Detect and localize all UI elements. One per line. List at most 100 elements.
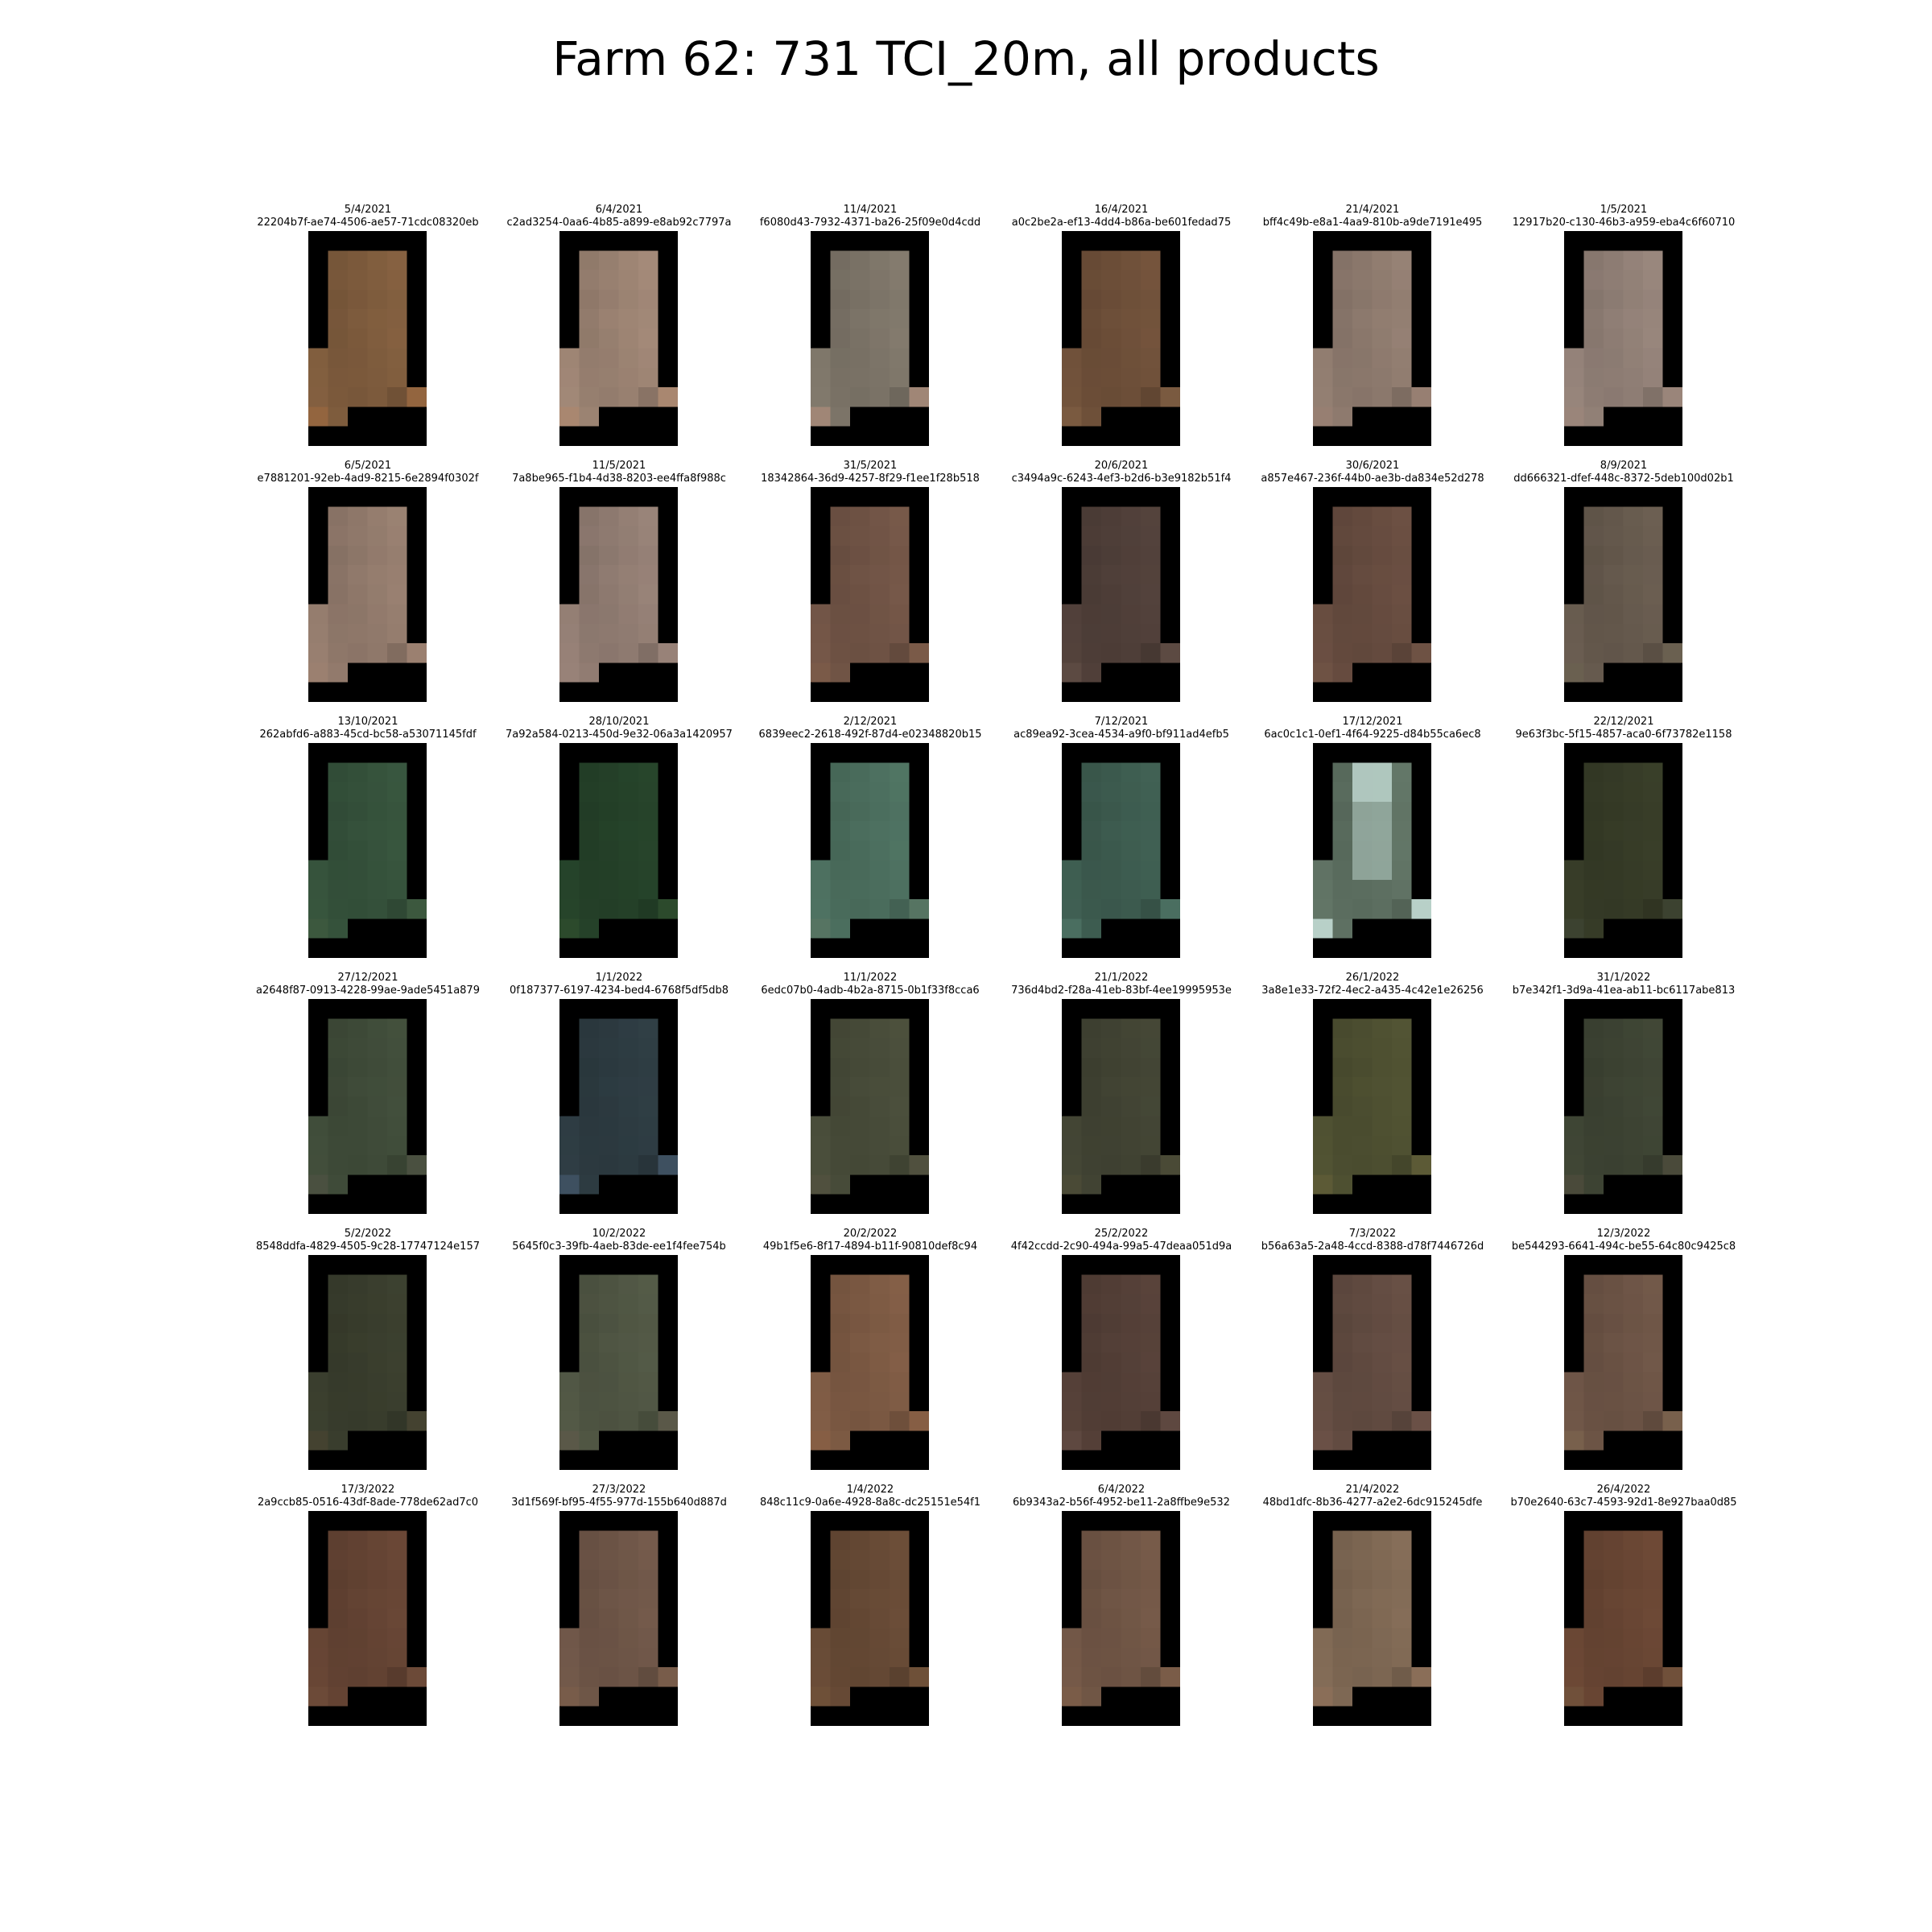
field-pixel [869,860,890,880]
field-pixel [850,1628,870,1648]
tci-thumbnail [308,999,427,1214]
field-pixel [599,1333,619,1353]
field-pixel [1352,623,1373,644]
field-pixel [1081,328,1101,349]
panel-product-id: 6b9343a2-b56f-4952-be11-2a8ffbe9e532 [1013,1496,1230,1509]
field-pixel [1372,1589,1392,1609]
field-pixel [579,1096,599,1117]
field-pixel [407,899,427,919]
panel-date: 17/12/2021 [1342,716,1403,728]
field-pixel [599,899,619,919]
field-pixel [559,604,580,624]
field-pixel [579,526,599,546]
field-pixel [1313,1155,1333,1175]
field-pixel [1101,328,1121,349]
field-pixel [387,604,407,624]
field-pixel [1352,1313,1373,1334]
field-pixel [1604,1352,1624,1373]
field-pixel [869,1274,890,1294]
field-pixel [811,1628,831,1648]
field-pixel [1121,1391,1141,1412]
field-pixel [1643,387,1663,407]
field-pixel [869,1569,890,1590]
field-pixel [387,899,407,919]
field-pixel [579,1569,599,1590]
field-pixel [1392,506,1412,526]
field-pixel [638,1116,658,1136]
field-pixel [367,1530,387,1550]
field-pixel [1062,1174,1082,1195]
field-pixel [1332,663,1352,683]
tci-thumbnail [1062,999,1180,1214]
field-pixel [1604,584,1624,605]
field-pixel [1121,348,1141,368]
field-pixel [599,1411,619,1431]
field-pixel [1313,348,1333,368]
field-pixel [1623,1411,1643,1431]
field-pixel [1081,821,1101,841]
field-pixel [1604,1077,1624,1097]
field-pixel [1062,1628,1082,1648]
field-pixel [1081,801,1101,822]
field-pixel [348,1018,368,1038]
field-pixel [387,1294,407,1314]
field-pixel [1623,762,1643,782]
field-pixel [1352,1352,1373,1373]
field-pixel [387,1608,407,1629]
field-pixel [348,309,368,329]
field-pixel [850,1018,870,1038]
field-pixel [1392,1096,1412,1117]
field-pixel [1352,584,1373,605]
panel-product-id: 12917b20-c130-46b3-a959-eba4c6f60710 [1512,217,1736,229]
field-pixel [1313,879,1333,900]
field-pixel [1604,348,1624,368]
field-pixel [1392,1155,1412,1175]
field-pixel [1141,860,1161,880]
field-pixel [618,879,638,900]
field-pixel [850,1333,870,1353]
field-pixel [1643,1352,1663,1373]
field-pixel [1623,782,1643,802]
field-pixel [1643,1274,1663,1294]
field-pixel [328,1077,348,1097]
field-pixel [1313,1372,1333,1392]
field-pixel [1121,782,1141,802]
field-pixel [850,1077,870,1097]
tci-thumbnail [1564,487,1682,702]
field-pixel [890,1155,910,1175]
field-pixel [1392,387,1412,407]
field-pixel [1583,821,1604,841]
field-pixel [1564,643,1584,663]
field-pixel [1121,604,1141,624]
field-pixel [387,1628,407,1648]
field-pixel [1101,1569,1121,1590]
product-panel: 31/5/2021 18342864-36d9-4257-8f29-f1ee1f2… [745,460,996,711]
field-pixel [830,407,850,427]
field-pixel [618,899,638,919]
field-pixel [830,1077,850,1097]
field-pixel [1643,840,1663,861]
field-pixel [1352,801,1373,822]
field-pixel [618,604,638,624]
field-pixel [890,1391,910,1412]
field-pixel [1313,1135,1333,1156]
field-pixel [599,545,619,566]
field-pixel [1643,1647,1663,1668]
field-pixel [348,1096,368,1117]
field-pixel [367,545,387,566]
field-pixel [579,1647,599,1668]
field-pixel [1372,309,1392,329]
field-pixel [890,623,910,644]
field-pixel [850,1667,870,1687]
field-pixel [1141,1333,1161,1353]
field-pixel [1141,1372,1161,1392]
field-pixel [1121,762,1141,782]
field-pixel [328,623,348,644]
field-pixel [599,1077,619,1097]
field-pixel [1372,643,1392,663]
field-pixel [1564,1372,1584,1392]
field-pixel [1392,289,1412,310]
field-pixel [1141,250,1161,270]
field-pixel [869,584,890,605]
field-pixel [1372,1647,1392,1668]
